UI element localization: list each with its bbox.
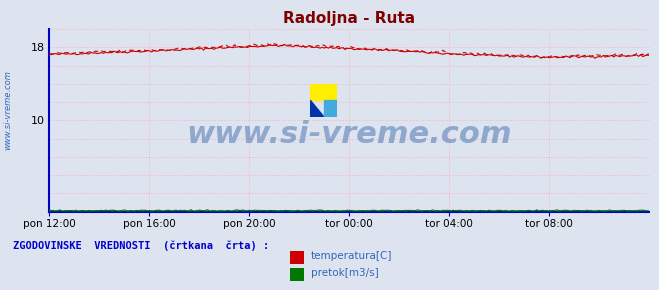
Polygon shape [324, 100, 337, 117]
Polygon shape [310, 100, 324, 117]
Text: pretok[m3/s]: pretok[m3/s] [311, 269, 379, 278]
Title: Radoljna - Ruta: Radoljna - Ruta [283, 11, 415, 26]
Text: www.si-vreme.com: www.si-vreme.com [3, 70, 13, 150]
Text: ZGODOVINSKE  VREDNOSTI  (črtkana  črta) :: ZGODOVINSKE VREDNOSTI (črtkana črta) : [13, 241, 270, 251]
Text: www.si-vreme.com: www.si-vreme.com [186, 120, 512, 149]
Text: temperatura[C]: temperatura[C] [311, 251, 393, 261]
Polygon shape [310, 84, 337, 100]
